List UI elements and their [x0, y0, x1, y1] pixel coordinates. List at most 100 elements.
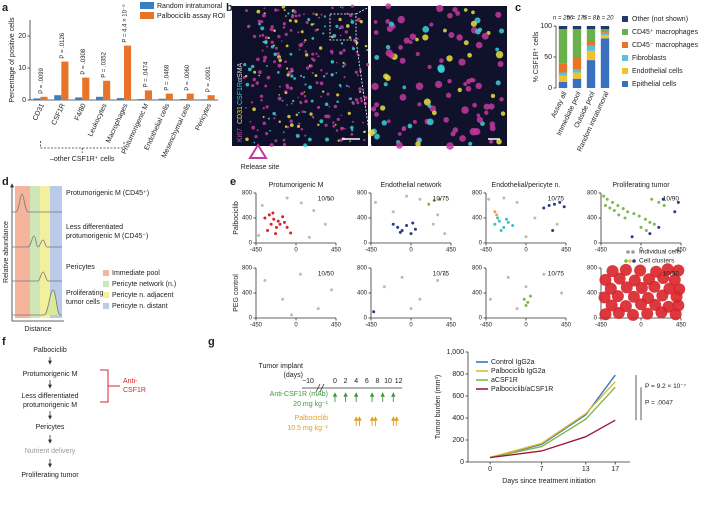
point [558, 200, 562, 204]
cell [252, 107, 256, 111]
legend-swatch [622, 29, 628, 35]
point [281, 297, 285, 301]
bar [96, 96, 104, 100]
cell [260, 20, 264, 24]
y-tick-label: 0 [594, 316, 598, 322]
cells [242, 3, 506, 150]
cell [347, 85, 350, 88]
cell [386, 119, 391, 124]
point [639, 225, 643, 229]
point [626, 210, 630, 214]
dose-arrows [332, 392, 399, 426]
x-tick-label: -450 [595, 248, 608, 254]
cell [297, 31, 300, 34]
cell [297, 96, 300, 99]
cell [365, 62, 370, 67]
point [635, 282, 648, 294]
cell [500, 111, 506, 116]
cell [399, 93, 407, 101]
panel-letter: g [208, 336, 215, 348]
legend-label: Palbociclib IgG2a [491, 368, 546, 375]
cell [447, 78, 452, 84]
cell [349, 97, 353, 100]
cell [277, 96, 282, 101]
x-tick-label: F4/80 [74, 103, 88, 122]
cell [303, 143, 308, 148]
x-tick-label: 450 [331, 323, 342, 329]
cell [397, 15, 405, 24]
drug-name: Palbociclib [295, 415, 329, 422]
point [643, 217, 647, 221]
cell [277, 34, 281, 39]
legend-swatch [622, 16, 628, 22]
point [274, 225, 278, 229]
zoom-line [355, 39, 372, 147]
cell [284, 60, 287, 64]
cell [277, 71, 280, 74]
bar-segment [586, 45, 596, 51]
legend-dot [626, 250, 630, 254]
point [620, 281, 633, 294]
cell [415, 141, 421, 147]
cell [297, 133, 299, 136]
cell [336, 93, 340, 97]
cell [499, 28, 505, 34]
cell [257, 19, 262, 24]
cell [339, 25, 344, 30]
point [542, 206, 546, 210]
cell [289, 119, 293, 123]
cell [286, 73, 290, 77]
y-tick-label: 400 [472, 216, 483, 222]
cell [359, 19, 363, 24]
bar [165, 93, 173, 100]
cell [371, 82, 379, 91]
cell [343, 76, 346, 79]
cell [388, 21, 395, 27]
point [411, 221, 415, 225]
point [551, 229, 555, 232]
cell [339, 6, 342, 8]
annotation: P = 9.2 × 10⁻⁷ [645, 383, 687, 390]
y-tick-label: 0 [249, 316, 253, 322]
point [266, 229, 270, 232]
point [274, 232, 278, 236]
cell [360, 99, 364, 103]
timeline-label: Tumor implant (days) [258, 363, 303, 379]
cell [262, 115, 265, 118]
point [612, 209, 616, 212]
cell [452, 6, 458, 13]
point [260, 204, 264, 207]
cell [397, 132, 402, 136]
bar [158, 98, 166, 100]
cell [281, 4, 286, 9]
y-axis-label: % CSF1R⁺ cells [533, 31, 540, 82]
cell [374, 54, 380, 60]
cell [443, 28, 447, 33]
cell [260, 98, 263, 102]
drug-dose: 20 mg kg⁻¹ [293, 401, 328, 408]
cell [259, 94, 264, 98]
point [528, 294, 532, 298]
y-tick-label: 0 [479, 316, 483, 322]
axis-break [315, 383, 325, 393]
point [487, 197, 491, 201]
y-tick-label: 10 [18, 65, 26, 72]
cell [309, 64, 313, 68]
point [502, 225, 506, 229]
cell [342, 48, 346, 52]
bar [200, 99, 208, 100]
point [496, 216, 500, 220]
cell [273, 117, 276, 120]
cell [255, 81, 260, 85]
bracket [40, 141, 125, 153]
day-label: 4 [354, 378, 358, 385]
cell [388, 52, 395, 59]
cell [290, 102, 293, 105]
cell [448, 32, 455, 38]
point [632, 212, 636, 216]
cell [363, 138, 366, 142]
release-marker [248, 143, 268, 159]
panel-letter: b [226, 2, 233, 14]
cell [245, 137, 249, 142]
annotation: P = .0047 [645, 399, 673, 406]
